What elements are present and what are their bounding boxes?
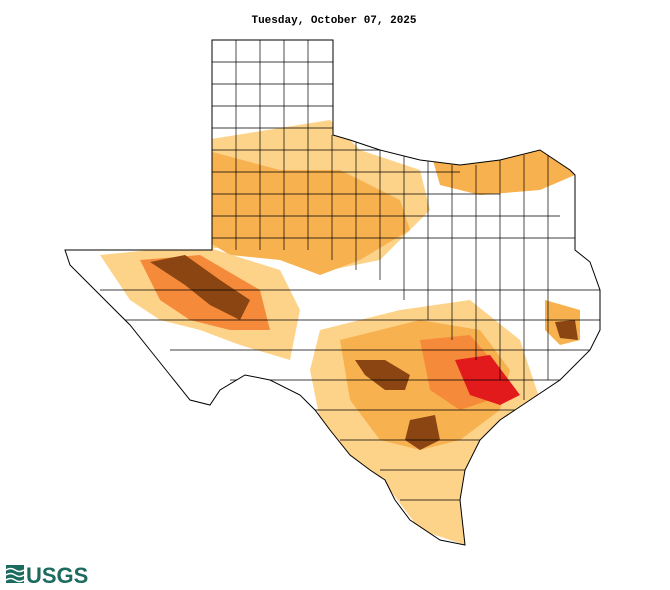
- county-grid: [100, 40, 600, 501]
- usgs-logo: USGS: [5, 563, 88, 588]
- logo-text: USGS: [26, 563, 88, 588]
- map-title: Tuesday, October 07, 2025: [251, 15, 416, 27]
